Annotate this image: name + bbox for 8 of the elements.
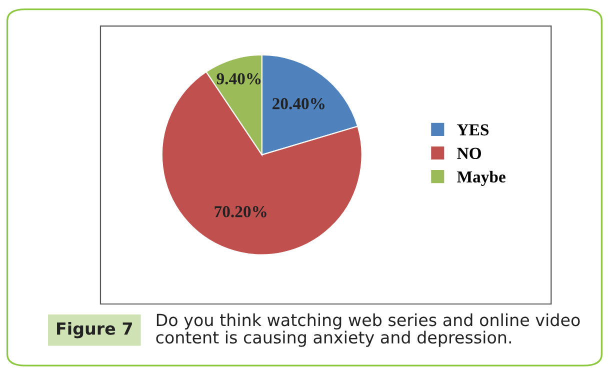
- legend-label: YES: [457, 124, 489, 136]
- data-label: 20.40%: [272, 98, 324, 110]
- caption: Figure 7: [57, 322, 132, 338]
- text: Do you think watching web series and online video content is causing anxiety and depression.: [156, 313, 580, 347]
- data-label: 70.20%: [214, 206, 266, 218]
- legend-label: Maybe: [457, 170, 506, 186]
- legend-label: NO: [457, 148, 481, 159]
- data-label: 9.40%: [216, 73, 261, 84]
